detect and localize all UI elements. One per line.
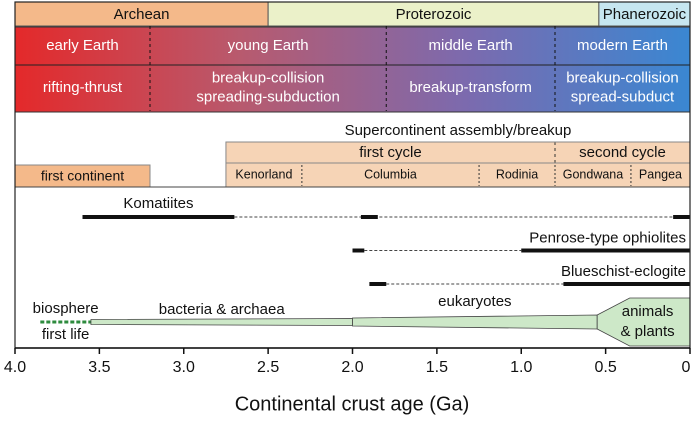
x-axis-title: Continental crust age (Ga) (235, 393, 470, 415)
cycle-label: first cycle (359, 144, 422, 161)
continent-label: Rodinia (496, 167, 538, 181)
tectonics-label: rifting-thrust (43, 79, 123, 96)
tectonics-label: breakup-collision (566, 69, 679, 86)
biosphere-phase (352, 314, 598, 330)
stages-label: middle Earth (429, 37, 513, 54)
stage-band (14, 26, 691, 113)
biosphere-phase (90, 318, 353, 326)
x-tick-label: 0 (682, 359, 691, 376)
tectonics-label: breakup-transform (409, 79, 532, 96)
continent-box (630, 163, 690, 187)
x-tick-label: 1.0 (510, 359, 532, 376)
x-tick-label: 4.0 (4, 359, 26, 376)
eon-label: Proterozoic (396, 6, 472, 23)
phase-label: & plants (620, 323, 674, 340)
stages-label: modern Earth (577, 37, 668, 54)
tectonics-label: spreading-subduction (196, 88, 339, 105)
tectonics-label: spread-subduct (571, 88, 675, 105)
continent-label: Gondwana (563, 167, 624, 181)
continent-box (301, 163, 480, 187)
x-tick-label: 0.5 (595, 359, 617, 376)
continent-box (225, 163, 302, 187)
eon-box (267, 1, 600, 27)
continent-box (479, 163, 555, 187)
range-label: Penrose-type ophiolites (529, 229, 686, 246)
x-tick-label: 2.0 (341, 359, 363, 376)
eon-box (14, 1, 269, 27)
tectonics-label: breakup-collision (212, 69, 325, 86)
first-life-label: first life (42, 326, 90, 343)
range-label: Komatiites (123, 195, 193, 212)
supercontinent-title: Supercontinent assembly/breakup (345, 122, 572, 139)
stages-label: young Earth (228, 37, 309, 54)
first-continent-label: first continent (41, 168, 124, 184)
phase-label: eukaryotes (438, 293, 511, 310)
biosphere-label: biosphere (33, 300, 99, 317)
eon-label: Archean (114, 6, 170, 23)
continent-label: Pangea (639, 167, 682, 181)
phase-label: bacteria & archaea (159, 301, 286, 318)
cycle-box (225, 142, 555, 163)
phase-label: animals (622, 303, 674, 320)
cycle-label: second cycle (579, 144, 666, 161)
x-tick-label: 2.5 (257, 359, 279, 376)
continent-label: Kenorland (235, 167, 292, 181)
continent-label: Columbia (364, 167, 417, 181)
x-tick-label: 1.5 (426, 359, 448, 376)
x-tick-label: 3.5 (88, 359, 110, 376)
x-tick-label: 3.0 (173, 359, 195, 376)
range-label: Blueschist-eclogite (561, 263, 686, 280)
stages-label: early Earth (46, 37, 119, 54)
cycle-box (555, 142, 690, 163)
eon-label: Phanerozoic (603, 6, 687, 23)
continent-box (555, 163, 631, 187)
